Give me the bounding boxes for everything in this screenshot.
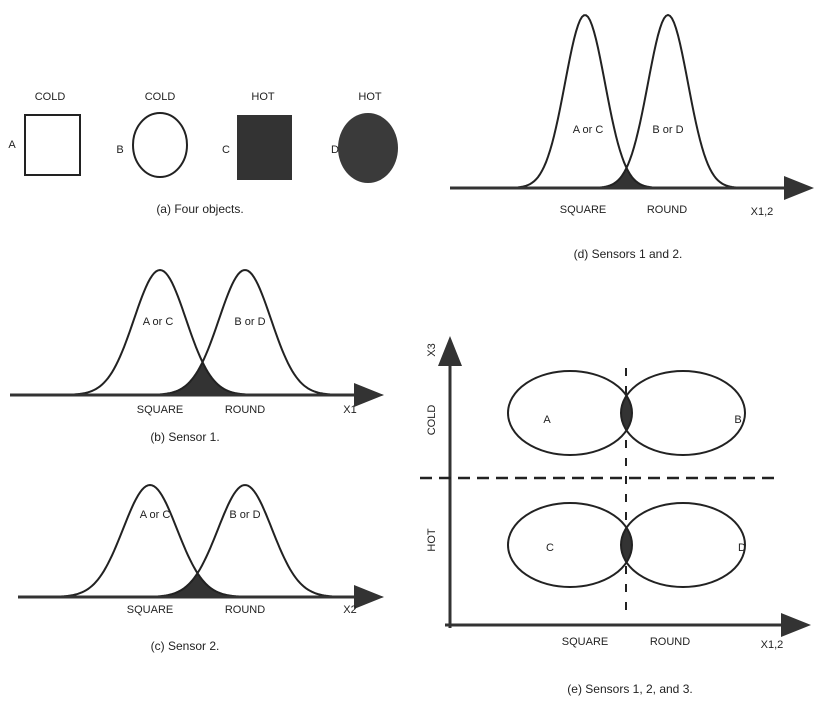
square-cold <box>25 115 80 175</box>
axis-label: SQUARE <box>137 404 183 416</box>
panel-b: A or C B or D SQUARE ROUND X1 (b) Sensor… <box>10 270 378 444</box>
axis-title: X3 <box>426 343 438 356</box>
figure: COLD COLD HOT HOT A B C D (a) Four objec… <box>0 0 822 705</box>
region <box>508 371 632 455</box>
axis-label: SQUARE <box>560 204 606 216</box>
axis-title: X1,2 <box>761 639 784 651</box>
curve-label: A or C <box>140 509 171 521</box>
axis-label: ROUND <box>647 204 687 216</box>
axis-label: SQUARE <box>127 604 173 616</box>
object-label: HOT <box>251 91 275 103</box>
curve-label: A or C <box>143 316 174 328</box>
panel-c: A or C B or D SQUARE ROUND X2 (c) Sensor… <box>18 485 378 653</box>
object-label: COLD <box>35 91 66 103</box>
region <box>508 503 632 587</box>
curve-label: B or D <box>229 509 260 521</box>
object-letter: D <box>331 144 339 156</box>
curve <box>20 270 358 395</box>
curve <box>460 15 788 188</box>
region-label: C <box>546 542 554 554</box>
curve <box>20 270 358 395</box>
object-label: HOT <box>358 91 382 103</box>
panel-a: COLD COLD HOT HOT A B C D (a) Four objec… <box>8 91 398 216</box>
curve <box>28 485 358 597</box>
object-label: COLD <box>145 91 176 103</box>
y-label: HOT <box>426 528 438 552</box>
y-label: COLD <box>426 405 438 436</box>
caption: (b) Sensor 1. <box>150 430 219 444</box>
circle-hot <box>338 113 398 183</box>
caption: (d) Sensors 1 and 2. <box>574 247 683 261</box>
axis-title: X2 <box>343 604 356 616</box>
axis-label: ROUND <box>650 636 690 648</box>
curve-label: B or D <box>652 124 683 136</box>
caption: (a) Four objects. <box>156 202 243 216</box>
caption: (c) Sensor 2. <box>151 639 220 653</box>
axis-title: X1 <box>343 404 356 416</box>
region-label: B <box>734 414 741 426</box>
circle-cold <box>133 113 187 177</box>
panel-e: X3 COLD HOT A B C D SQUARE ROUND X1,2 (e… <box>420 342 805 696</box>
axis-label: ROUND <box>225 604 265 616</box>
caption: (e) Sensors 1, 2, and 3. <box>567 682 692 696</box>
axis-title: X1,2 <box>751 206 774 218</box>
curve-label: A or C <box>573 124 604 136</box>
axis-label: ROUND <box>225 404 265 416</box>
panel-d: A or C B or D SQUARE ROUND X1,2 (d) Sens… <box>450 15 808 261</box>
square-hot <box>237 115 292 180</box>
overlap <box>20 363 358 395</box>
object-letter: C <box>222 144 230 156</box>
region-label: D <box>738 542 746 554</box>
region-label: A <box>543 414 551 426</box>
curve-label: B or D <box>234 316 265 328</box>
object-letter: A <box>8 139 16 151</box>
axis-label: SQUARE <box>562 636 608 648</box>
region <box>621 371 745 455</box>
region <box>621 503 745 587</box>
object-letter: B <box>116 144 123 156</box>
